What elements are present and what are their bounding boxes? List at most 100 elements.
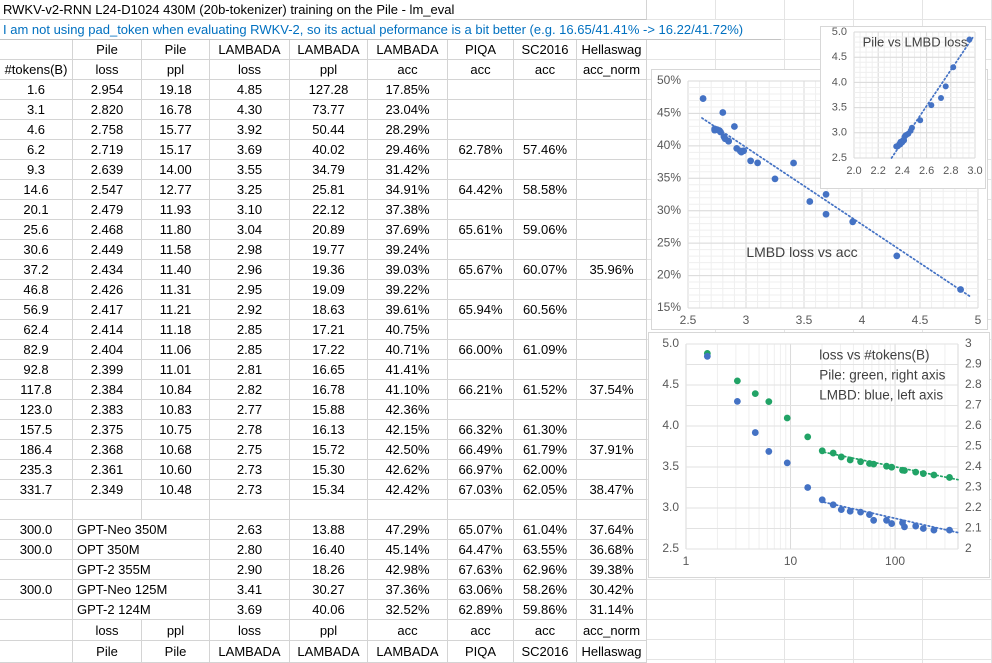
table-cell[interactable]: 2.98: [210, 240, 290, 260]
table-cell[interactable]: 157.5: [0, 420, 73, 440]
table-cell[interactable]: 62.00%: [514, 460, 577, 480]
table-cell[interactable]: 6.2: [0, 140, 73, 160]
table-cell[interactable]: [448, 80, 514, 100]
empty-cell[interactable]: [577, 500, 647, 520]
table-cell[interactable]: 300.0: [0, 520, 73, 540]
table-cell[interactable]: 16.78: [142, 100, 210, 120]
table-cell[interactable]: 2.479: [73, 200, 142, 220]
table-cell[interactable]: 2.349: [73, 480, 142, 500]
table-cell[interactable]: 3.1: [0, 100, 73, 120]
table-cell[interactable]: 41.41%: [368, 360, 448, 380]
table-cell[interactable]: 30.27: [290, 580, 368, 600]
footer-cell[interactable]: [0, 641, 73, 663]
chart-loss-vs-tokens[interactable]: 5.0 4.5 4.0 3.5 3.0 2.5 3 2.9 2.8 2.7 2.6 2.5 2.4 2.3…: [648, 332, 990, 578]
table-cell[interactable]: 2.85: [210, 340, 290, 360]
table-cell[interactable]: [448, 120, 514, 140]
table-cell[interactable]: [577, 300, 647, 320]
table-cell[interactable]: 3.04: [210, 220, 290, 240]
table-cell[interactable]: 92.8: [0, 360, 73, 380]
table-cell[interactable]: 65.07%: [448, 520, 514, 540]
table-cell[interactable]: 2.73: [210, 480, 290, 500]
table-cell[interactable]: [577, 240, 647, 260]
table-cell[interactable]: 15.88: [290, 400, 368, 420]
table-cell[interactable]: 3.92: [210, 120, 290, 140]
table-cell[interactable]: 20.1: [0, 200, 73, 220]
header-cell[interactable]: loss: [73, 60, 142, 80]
table-cell[interactable]: 2.73: [210, 460, 290, 480]
table-cell[interactable]: 2.547: [73, 180, 142, 200]
table-cell[interactable]: 42.62%: [368, 460, 448, 480]
footer-cell[interactable]: PIQA: [448, 641, 514, 663]
table-cell[interactable]: 10.60: [142, 460, 210, 480]
table-cell[interactable]: 12.77: [142, 180, 210, 200]
table-cell[interactable]: [577, 100, 647, 120]
table-cell[interactable]: 42.36%: [368, 400, 448, 420]
table-cell[interactable]: 2.375: [73, 420, 142, 440]
table-cell[interactable]: 14.00: [142, 160, 210, 180]
table-cell[interactable]: 1.6: [0, 80, 73, 100]
empty-cell[interactable]: [290, 500, 368, 520]
table-cell[interactable]: 2.426: [73, 280, 142, 300]
table-cell[interactable]: 28.29%: [368, 120, 448, 140]
table-cell[interactable]: 11.40: [142, 260, 210, 280]
table-cell[interactable]: 19.09: [290, 280, 368, 300]
table-cell[interactable]: 34.91%: [368, 180, 448, 200]
footer-cell[interactable]: loss: [210, 620, 290, 641]
footer-cell[interactable]: ppl: [290, 620, 368, 641]
table-cell[interactable]: 18.26: [290, 560, 368, 580]
header-cell[interactable]: SC2016: [514, 40, 577, 60]
footer-cell[interactable]: LAMBADA: [210, 641, 290, 663]
footer-cell[interactable]: Pile: [73, 641, 142, 663]
empty-cell[interactable]: [0, 500, 73, 520]
table-cell[interactable]: [448, 160, 514, 180]
table-cell[interactable]: 58.58%: [514, 180, 577, 200]
table-cell[interactable]: 19.18: [142, 80, 210, 100]
title-cell[interactable]: RWKV-v2-RNN L24-D1024 430M (20b-tokenize…: [0, 0, 647, 20]
table-cell[interactable]: 15.72: [290, 440, 368, 460]
table-cell[interactable]: [577, 180, 647, 200]
table-cell[interactable]: 11.58: [142, 240, 210, 260]
table-cell[interactable]: [448, 400, 514, 420]
model-name-cell[interactable]: GPT-Neo 350M: [73, 520, 210, 540]
table-cell[interactable]: 36.68%: [577, 540, 647, 560]
table-cell[interactable]: 4.85: [210, 80, 290, 100]
table-cell[interactable]: 2.820: [73, 100, 142, 120]
table-cell[interactable]: 40.75%: [368, 320, 448, 340]
table-cell[interactable]: 15.30: [290, 460, 368, 480]
table-cell[interactable]: 50.44: [290, 120, 368, 140]
table-cell[interactable]: 25.6: [0, 220, 73, 240]
table-cell[interactable]: 2.80: [210, 540, 290, 560]
table-cell[interactable]: 2.639: [73, 160, 142, 180]
table-cell[interactable]: 42.15%: [368, 420, 448, 440]
table-cell[interactable]: 10.83: [142, 400, 210, 420]
header-cell[interactable]: Hellaswag: [577, 40, 647, 60]
table-cell[interactable]: [0, 560, 73, 580]
table-cell[interactable]: 37.64%: [577, 520, 647, 540]
table-cell[interactable]: [577, 200, 647, 220]
table-cell[interactable]: 11.80: [142, 220, 210, 240]
table-cell[interactable]: 37.38%: [368, 200, 448, 220]
table-cell[interactable]: 2.954: [73, 80, 142, 100]
header-cell[interactable]: Pile: [142, 40, 210, 60]
footer-cell[interactable]: loss: [73, 620, 142, 641]
table-cell[interactable]: 10.84: [142, 380, 210, 400]
empty-cell[interactable]: [73, 500, 142, 520]
table-cell[interactable]: 3.55: [210, 160, 290, 180]
table-cell[interactable]: [577, 80, 647, 100]
table-cell[interactable]: [577, 460, 647, 480]
header-cell[interactable]: LAMBADA: [368, 40, 448, 60]
table-cell[interactable]: 2.417: [73, 300, 142, 320]
header-cell[interactable]: Pile: [73, 40, 142, 60]
table-cell[interactable]: [514, 280, 577, 300]
table-cell[interactable]: 38.47%: [577, 480, 647, 500]
footer-cell[interactable]: SC2016: [514, 641, 577, 663]
table-cell[interactable]: [448, 320, 514, 340]
empty-cell[interactable]: [514, 500, 577, 520]
table-cell[interactable]: [577, 220, 647, 240]
header-cell[interactable]: #tokens(B): [0, 60, 73, 80]
model-name-cell[interactable]: GPT-2 124M: [73, 600, 210, 620]
header-cell[interactable]: acc: [368, 60, 448, 80]
table-cell[interactable]: 23.04%: [368, 100, 448, 120]
table-cell[interactable]: [577, 400, 647, 420]
table-cell[interactable]: 10.48: [142, 480, 210, 500]
